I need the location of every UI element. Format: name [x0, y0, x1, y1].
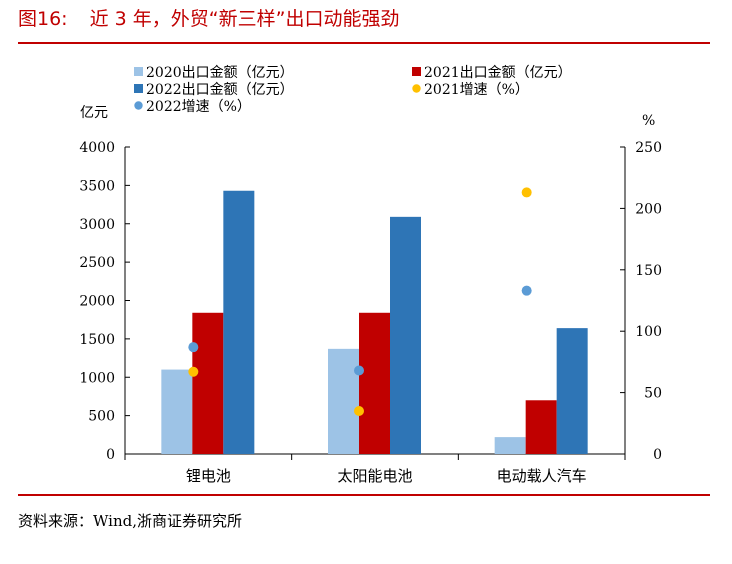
- y-tick-label: 2000: [79, 294, 115, 310]
- bar-1-1: [359, 312, 390, 454]
- y2-tick-label: 100: [635, 324, 662, 340]
- x-tick-label: 电动载人汽车: [497, 467, 587, 485]
- bar-0-1: [328, 348, 359, 454]
- point-4-1: [354, 365, 364, 376]
- bar-0-2: [494, 437, 526, 454]
- bar-2-1: [390, 216, 421, 454]
- legend-marker-4: [134, 101, 143, 110]
- y-tick-label: 0: [106, 447, 115, 463]
- point-3-2: [521, 187, 532, 198]
- legend-label-4: 2022增速（%）: [146, 99, 251, 115]
- bar-1-2: [525, 400, 557, 454]
- figure-number: 图16:: [18, 8, 68, 30]
- legend-label-0: 2020出口金额（亿元）: [146, 65, 294, 81]
- legend-marker-3: [412, 84, 421, 93]
- figure-title: 图16: 近 3 年，外贸“新三样”出口动能强劲: [18, 4, 399, 31]
- y2-tick-label: 250: [635, 140, 662, 156]
- point-4-0: [188, 342, 199, 353]
- y-tick-label: 1500: [79, 332, 115, 348]
- chart-legend: 2020出口金额（亿元） 2021出口金额（亿元） 2022出口金额（亿元） 2021…: [134, 65, 572, 115]
- legend-swatch-1: [412, 67, 421, 76]
- point-4-2: [521, 285, 532, 296]
- y-tick-label: 1000: [79, 370, 115, 386]
- bar-2-2: [556, 328, 588, 454]
- bar-0-0: [161, 369, 193, 454]
- bar-1-0: [192, 312, 224, 454]
- y-tick-label: 3500: [79, 178, 115, 194]
- legend-label-2: 2022出口金额（亿元）: [146, 82, 294, 98]
- figure-title-text: 近 3 年，外贸“新三样”出口动能强劲: [89, 8, 400, 30]
- y2-tick-label: 200: [635, 201, 662, 217]
- bottom-rule: [18, 494, 710, 496]
- point-3-1: [354, 406, 364, 417]
- y2-tick-label: 0: [653, 447, 662, 463]
- y2-tick-label: 50: [644, 386, 662, 402]
- source-note: 资料来源：Wind,浙商证券研究所: [18, 512, 242, 530]
- chart-axes: 亿元 % 0 500 1000 1500 2000 2500 3000 3500 4000 0 50 10…: [79, 105, 662, 485]
- y-tick-label: 2500: [79, 255, 115, 271]
- chart-marks: [161, 187, 588, 454]
- legend-swatch-0: [134, 67, 143, 76]
- y-axis-title: 亿元: [80, 105, 108, 121]
- y-tick-label: 500: [88, 409, 115, 425]
- legend-label-3: 2021增速（%）: [424, 82, 529, 98]
- y2-tick-label: 150: [635, 263, 662, 279]
- legend-label-1: 2021出口金额（亿元）: [424, 65, 572, 81]
- point-3-0: [188, 366, 199, 377]
- y-tick-label: 4000: [79, 140, 115, 156]
- x-tick-label: 太阳能电池: [337, 467, 412, 485]
- y2-axis-title: %: [642, 113, 655, 129]
- y-tick-label: 3000: [79, 217, 115, 233]
- bar-2-0: [223, 190, 255, 454]
- top-rule: [18, 42, 710, 44]
- x-tick-label: 锂电池: [186, 467, 231, 485]
- legend-swatch-2: [134, 84, 143, 93]
